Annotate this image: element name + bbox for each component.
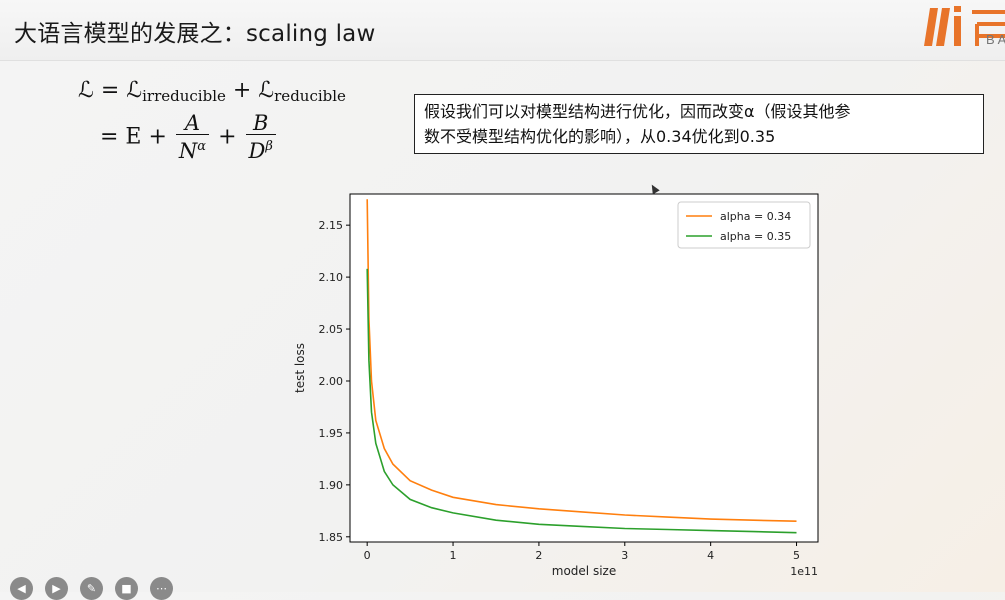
y-tick-label: 1.95 xyxy=(319,427,344,440)
x-tick-label: 3 xyxy=(621,549,628,562)
pen-icon[interactable]: ✎ xyxy=(80,577,103,600)
fraction-d-denominator: Dβ xyxy=(245,134,276,163)
slide-title: 大语言模型的发展之：scaling law xyxy=(14,21,376,47)
formula-line-1: ℒ = ℒirreducible + ℒreducible xyxy=(78,78,346,105)
exponent-beta: β xyxy=(265,139,273,154)
x-tick-label: 2 xyxy=(535,549,542,562)
y-tick-label: 1.85 xyxy=(319,531,344,544)
fraction-a-numerator: A xyxy=(184,111,201,135)
x-axis-label: model size xyxy=(552,564,616,578)
formula-plus: + ℒ xyxy=(225,78,275,103)
back-icon[interactable]: ◀ xyxy=(10,577,33,600)
legend-label-2: alpha = 0.35 xyxy=(720,230,791,243)
annotation-box: 假设我们可以对模型结构进行优化，因而改变α（假设其他参 数不受模型结构优化的影响… xyxy=(414,94,984,154)
x-tick-label: 4 xyxy=(707,549,714,562)
x-tick-label: 1 xyxy=(450,549,457,562)
fraction-b-over-d: B Dβ xyxy=(245,111,276,163)
annotation-line-2: 数不受模型结构优化的影响），从0.34优化到0.35 xyxy=(424,127,776,146)
fraction-a-over-n: A Nα xyxy=(175,111,210,163)
fraction-n-denominator: Nα xyxy=(175,134,210,163)
y-tick-label: 2.00 xyxy=(319,375,344,388)
play-icon[interactable]: ▶ xyxy=(45,577,68,600)
more-icon[interactable]: ⋯ xyxy=(150,577,173,600)
brand-logo-text: BA xyxy=(986,32,1005,47)
series-line-1 xyxy=(366,199,797,522)
y-tick-label: 2.15 xyxy=(319,219,344,232)
x-tick-label: 5 xyxy=(793,549,800,562)
y-tick-label: 2.05 xyxy=(319,323,344,336)
x-axis-scale-label: 1e11 xyxy=(790,565,818,578)
series-line-2 xyxy=(366,268,797,534)
brand-logo xyxy=(924,6,1005,46)
slide-header: 大语言模型的发展之：scaling law BA xyxy=(0,0,1005,61)
exponent-alpha: α xyxy=(197,139,207,154)
camera-icon[interactable]: ■ xyxy=(115,577,138,600)
plot-area xyxy=(350,194,818,542)
fraction-b-numerator: B xyxy=(252,111,269,135)
y-tick-label: 2.10 xyxy=(319,271,344,284)
scaling-law-formula: ℒ = ℒirreducible + ℒreducible = E + A Nα… xyxy=(78,74,398,174)
formula-plus-2: + xyxy=(218,124,237,150)
y-tick-label: 1.90 xyxy=(319,479,344,492)
y-axis-label: test loss xyxy=(293,343,307,393)
fraction-d-base: D xyxy=(248,139,266,163)
formula-line2-prefix: = E + xyxy=(100,124,167,150)
formula-lhs: ℒ = ℒ xyxy=(78,78,143,103)
scaling-law-chart: 0 1 2 3 4 5 1.85 1.90 1.95 2.00 2.05 2.10 2.15 model … xyxy=(293,193,819,578)
plot-frame xyxy=(349,193,819,543)
presentation-toolbar: ◀ ▶ ✎ ■ ⋯ xyxy=(10,577,173,600)
formula-sub-irreducible: irreducible xyxy=(142,87,226,105)
fraction-n-base: N xyxy=(178,139,198,163)
legend-label-1: alpha = 0.34 xyxy=(720,210,791,223)
x-tick-label: 0 xyxy=(364,549,371,562)
annotation-line-1: 假设我们可以对模型结构进行优化，因而改变α（假设其他参 xyxy=(424,102,851,121)
formula-sub-reducible: reducible xyxy=(274,87,346,105)
formula-line-2: = E + A Nα + B Dβ xyxy=(100,112,278,163)
